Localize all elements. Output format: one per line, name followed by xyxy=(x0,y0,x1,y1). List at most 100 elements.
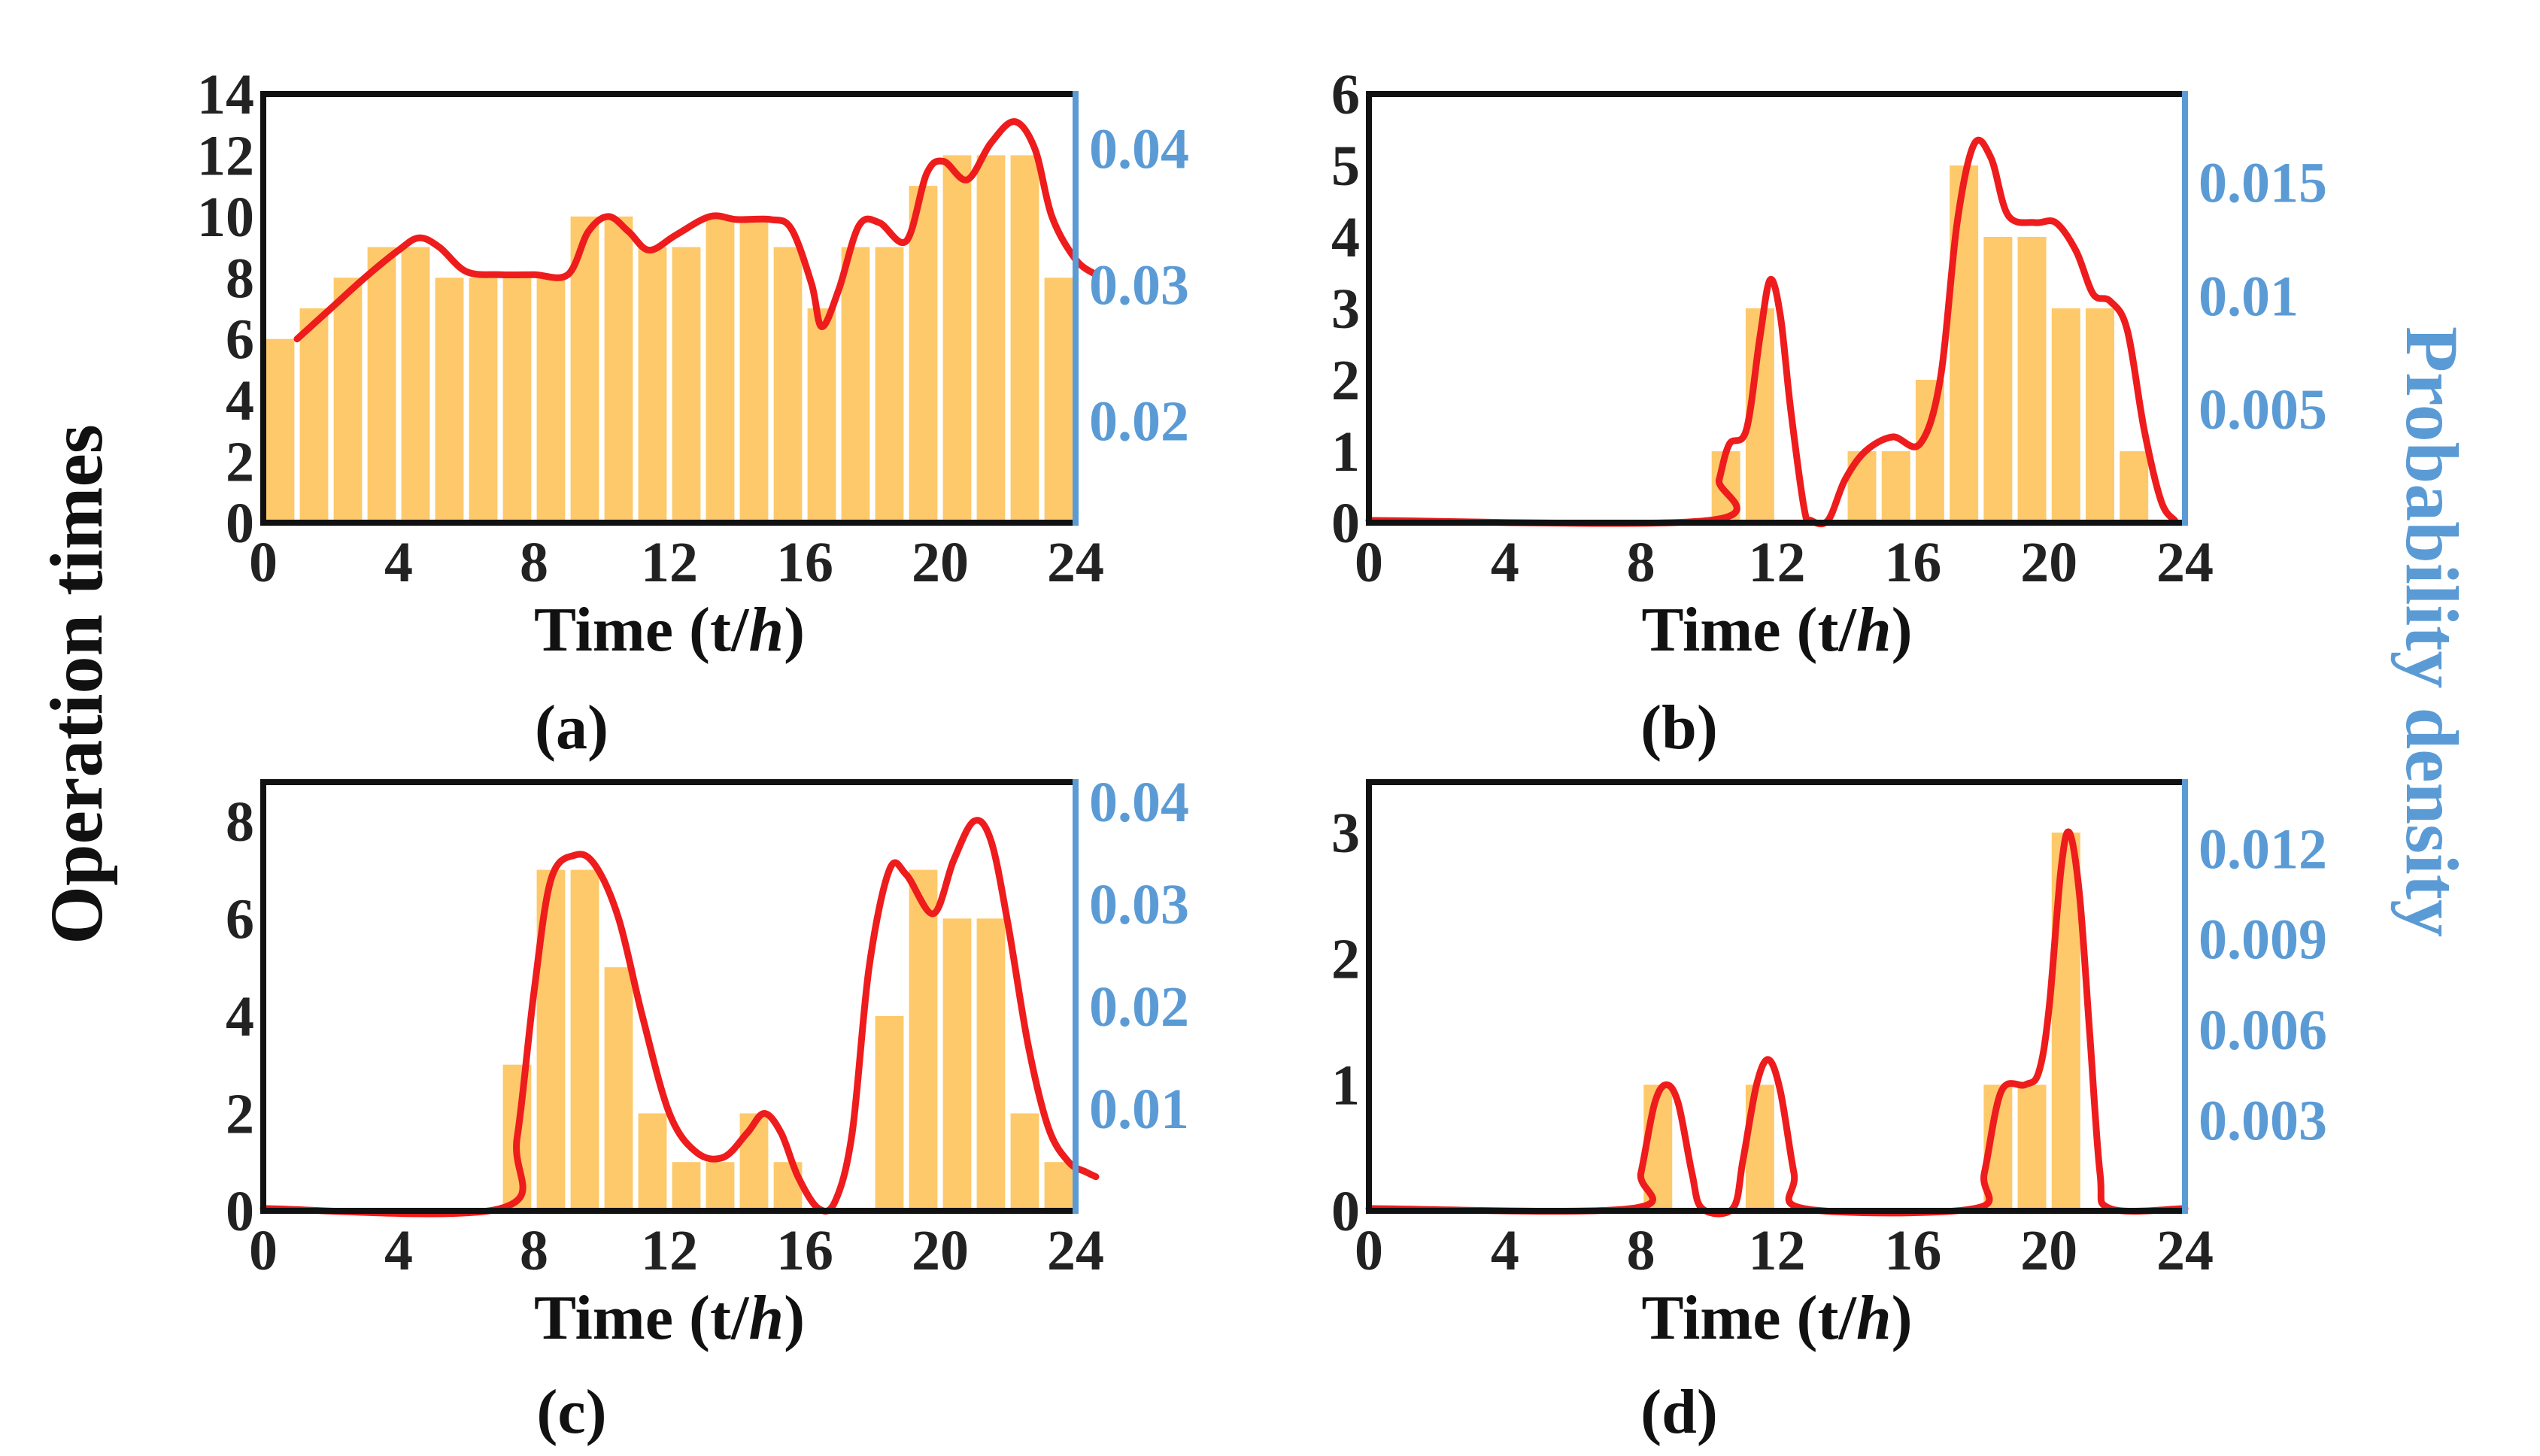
xtick-c-1: 4 xyxy=(384,1219,413,1282)
ytick-right-b-0: 0.005 xyxy=(2199,378,2327,441)
xtick-a-0: 0 xyxy=(249,531,278,594)
ytick-right-c-2: 0.03 xyxy=(1089,873,1189,936)
bar-a-17 xyxy=(841,247,870,523)
bar-d-3 xyxy=(2017,1084,2047,1211)
bar-c-4 xyxy=(638,1113,667,1211)
ytick-right-d-2: 0.009 xyxy=(2199,908,2327,972)
bar-a-18 xyxy=(875,247,904,523)
xtick-c-4: 16 xyxy=(776,1219,833,1282)
bar-c-12 xyxy=(976,918,1006,1211)
bar-a-14 xyxy=(739,216,769,523)
bar-a-16 xyxy=(807,308,836,523)
density-curve-a xyxy=(293,118,1100,343)
ytick-left-b-2: 2 xyxy=(1331,349,1360,412)
bar-a-8 xyxy=(536,278,566,523)
xtick-c-0: 0 xyxy=(249,1219,278,1282)
xtick-a-5: 20 xyxy=(912,531,969,594)
bar-a-13 xyxy=(706,216,735,523)
bar-c-3 xyxy=(604,967,633,1211)
left-axis-label: Operation times xyxy=(35,424,118,945)
xtick-b-1: 4 xyxy=(1491,531,1519,594)
caption-c: (c) xyxy=(536,1377,606,1447)
x-axis-label-d: Time (t/h) xyxy=(1641,1283,1912,1353)
bar-a-5 xyxy=(435,278,464,523)
ytick-right-d-1: 0.006 xyxy=(2199,999,2327,1062)
bar-a-23 xyxy=(1044,278,1073,523)
bar-b-8 xyxy=(2051,308,2080,523)
ytick-left-d-0: 0 xyxy=(1331,1180,1360,1243)
bar-a-12 xyxy=(672,247,701,523)
ytick-left-c-3: 6 xyxy=(226,887,254,951)
bar-a-20 xyxy=(942,155,972,523)
xtick-b-6: 24 xyxy=(2156,531,2214,594)
xtick-d-6: 24 xyxy=(2156,1219,2214,1282)
ytick-left-b-1: 1 xyxy=(1331,420,1360,484)
bar-a-0 xyxy=(266,338,295,523)
x-axis-label-a: Time (t/h) xyxy=(534,595,805,665)
xtick-c-2: 8 xyxy=(520,1219,548,1282)
bar-a-4 xyxy=(401,247,430,523)
bar-a-6 xyxy=(469,278,498,523)
bar-a-11 xyxy=(638,247,667,523)
bar-c-14 xyxy=(1044,1162,1073,1211)
xtick-c-5: 20 xyxy=(912,1219,969,1282)
bar-a-2 xyxy=(333,278,363,523)
bar-c-5 xyxy=(672,1162,701,1211)
xtick-d-4: 16 xyxy=(1884,1219,1941,1282)
ytick-left-d-2: 2 xyxy=(1331,928,1360,991)
ytick-left-b-4: 4 xyxy=(1331,206,1360,269)
bar-a-21 xyxy=(976,155,1006,523)
ytick-left-d-1: 1 xyxy=(1331,1054,1360,1117)
ytick-right-a-2: 0.04 xyxy=(1089,117,1189,180)
xtick-b-5: 20 xyxy=(2020,531,2077,594)
bar-c-2 xyxy=(570,869,599,1211)
ytick-left-b-6: 6 xyxy=(1331,63,1360,126)
bar-a-3 xyxy=(367,247,396,523)
ytick-left-a-3: 6 xyxy=(226,308,254,372)
ytick-left-a-2: 4 xyxy=(226,369,254,432)
xtick-b-4: 16 xyxy=(1884,531,1941,594)
ytick-left-a-5: 10 xyxy=(197,186,254,249)
bar-a-15 xyxy=(773,247,803,523)
ytick-right-b-1: 0.01 xyxy=(2199,265,2299,328)
bar-c-6 xyxy=(706,1162,735,1211)
ytick-left-c-4: 8 xyxy=(226,790,254,854)
bar-a-22 xyxy=(1010,155,1039,523)
bar-b-5 xyxy=(1950,165,1979,523)
xtick-d-1: 4 xyxy=(1491,1219,1519,1282)
ytick-right-b-2: 0.015 xyxy=(2199,152,2327,215)
xtick-b-3: 12 xyxy=(1749,531,1806,594)
bar-b-7 xyxy=(2017,237,2047,523)
xtick-d-2: 8 xyxy=(1627,1219,1655,1282)
bar-a-10 xyxy=(604,216,633,523)
ytick-right-d-3: 0.012 xyxy=(2199,817,2327,881)
caption-b: (b) xyxy=(1640,693,1718,763)
x-axis-label-c: Time (t/h) xyxy=(534,1283,805,1353)
ytick-left-a-0: 0 xyxy=(226,492,254,555)
caption-a: (a) xyxy=(535,693,608,763)
xtick-b-0: 0 xyxy=(1355,531,1383,594)
ytick-right-c-0: 0.01 xyxy=(1089,1078,1189,1141)
xtick-c-6: 24 xyxy=(1047,1219,1104,1282)
bar-c-9 xyxy=(875,1015,904,1211)
bar-b-3 xyxy=(1881,451,1910,523)
ytick-left-c-1: 2 xyxy=(226,1082,254,1145)
ytick-right-c-3: 0.04 xyxy=(1089,771,1189,834)
bar-c-13 xyxy=(1010,1113,1039,1211)
ytick-right-a-0: 0.02 xyxy=(1089,390,1189,453)
x-axis-label-b: Time (t/h) xyxy=(1641,595,1912,665)
bar-a-1 xyxy=(299,308,329,523)
ytick-left-b-0: 0 xyxy=(1331,492,1360,555)
ytick-right-a-1: 0.03 xyxy=(1089,253,1189,317)
xtick-d-3: 12 xyxy=(1749,1219,1806,1282)
ytick-left-c-0: 0 xyxy=(226,1180,254,1243)
density-curve-c xyxy=(259,817,1100,1218)
ytick-left-a-1: 2 xyxy=(226,431,254,494)
ytick-left-b-5: 5 xyxy=(1331,135,1360,198)
bar-a-7 xyxy=(502,278,532,523)
ytick-left-a-6: 12 xyxy=(197,124,254,187)
xtick-d-5: 20 xyxy=(2020,1219,2077,1282)
